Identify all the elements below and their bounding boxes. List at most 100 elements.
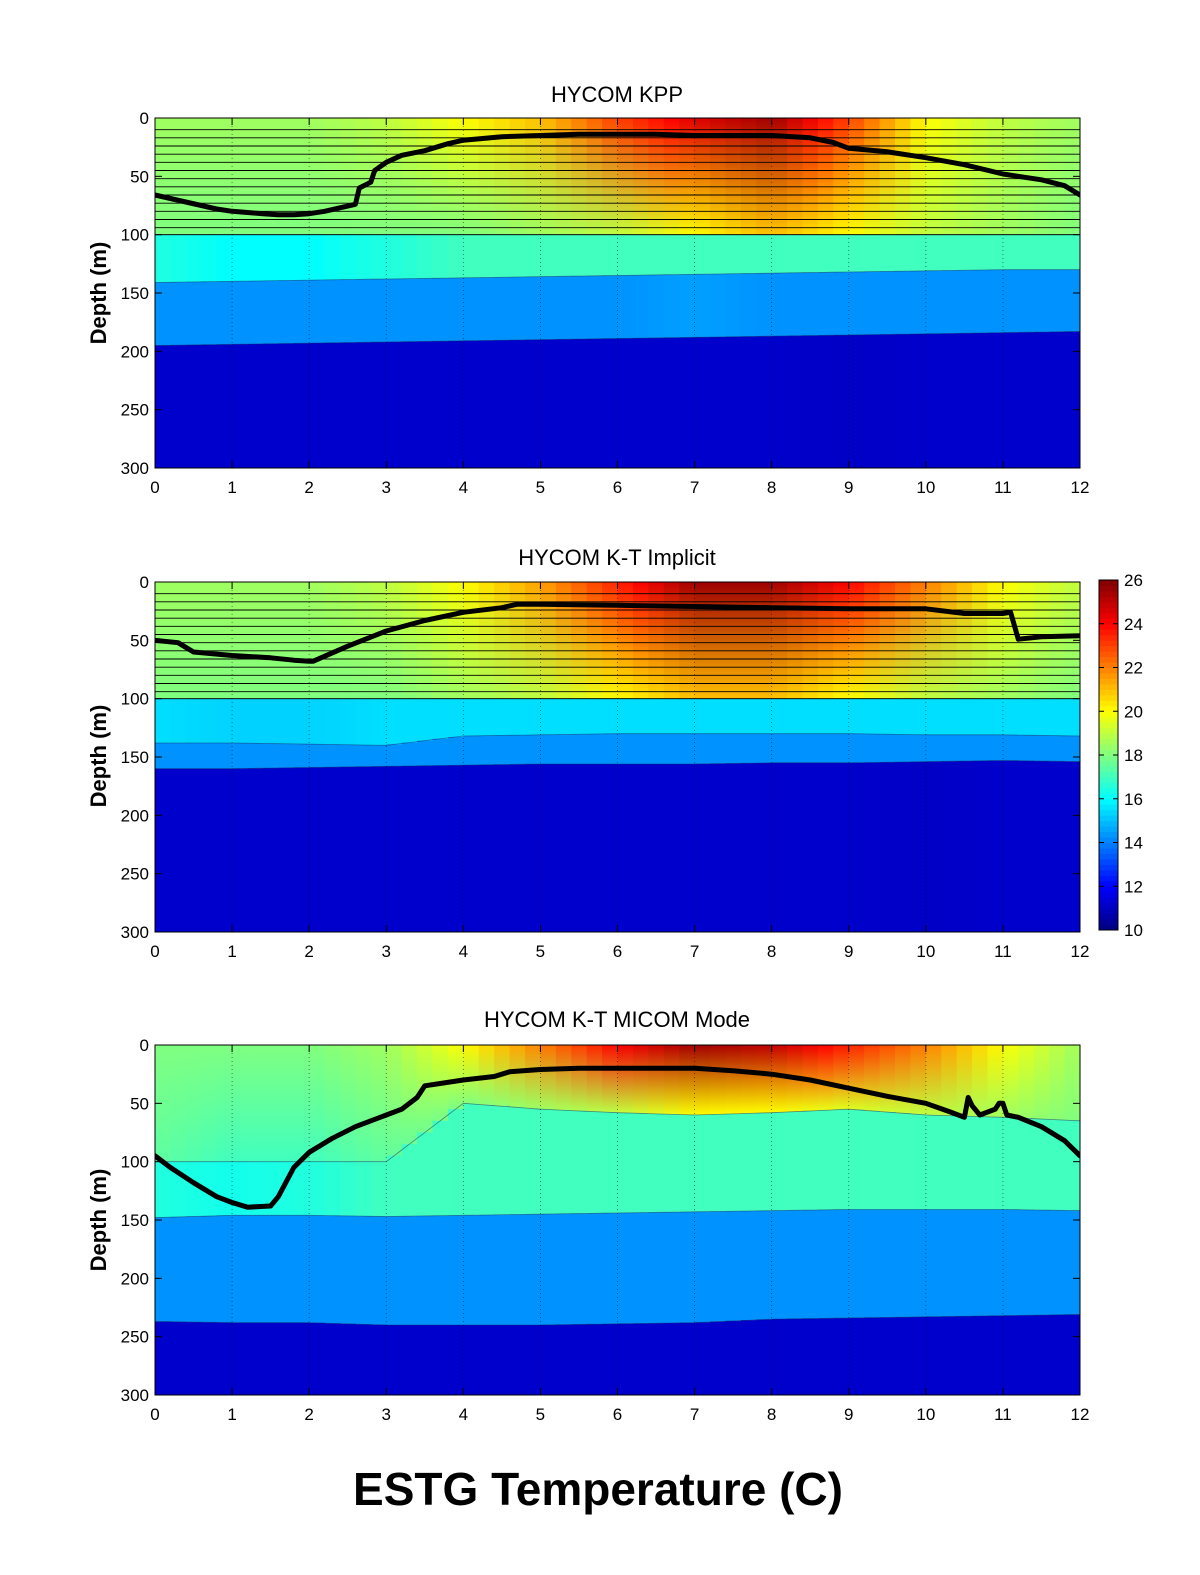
x-tick-label: 2 bbox=[304, 478, 313, 497]
colorbar-swatch bbox=[1099, 908, 1118, 915]
x-tick-label: 8 bbox=[767, 478, 776, 497]
heatmap-cell bbox=[1033, 761, 1050, 932]
heatmap-cell bbox=[771, 1045, 788, 1113]
y-tick-label: 100 bbox=[121, 226, 149, 245]
heatmap-cell bbox=[293, 582, 310, 700]
heatmap-cell bbox=[494, 118, 511, 236]
heatmap-cell bbox=[417, 698, 434, 742]
heatmap-cell bbox=[710, 1321, 727, 1395]
heatmap-cell bbox=[787, 1318, 804, 1395]
heatmap-cell bbox=[340, 342, 357, 468]
heatmap-cell bbox=[262, 343, 279, 468]
heatmap-cell bbox=[432, 582, 449, 700]
heatmap-cell bbox=[617, 275, 634, 339]
layer-boundary bbox=[155, 760, 1080, 770]
heatmap-cell bbox=[725, 273, 742, 338]
colorbar-swatch bbox=[1099, 662, 1118, 668]
heatmap-cell bbox=[833, 762, 850, 932]
heatmap-cell bbox=[262, 1322, 279, 1395]
heatmap-cell bbox=[509, 118, 526, 236]
heatmap-cell bbox=[725, 733, 742, 765]
y-tick-label: 300 bbox=[121, 923, 149, 942]
heatmap-cell bbox=[864, 334, 881, 468]
colorbar-swatch bbox=[1099, 826, 1118, 833]
heatmap-cell bbox=[571, 339, 588, 468]
heatmap-cell bbox=[293, 744, 310, 769]
heatmap-cell bbox=[1064, 761, 1080, 932]
heatmap-cell bbox=[925, 1045, 942, 1116]
heatmap-cell bbox=[324, 744, 341, 768]
heatmap-cell bbox=[478, 118, 495, 236]
y-tick-label: 0 bbox=[140, 573, 149, 592]
heatmap-cell bbox=[540, 1109, 557, 1215]
colorbar-swatch bbox=[1099, 809, 1118, 816]
heatmap-cell bbox=[602, 234, 619, 277]
x-tick-label: 10 bbox=[916, 1405, 935, 1424]
heatmap-cell bbox=[540, 234, 557, 278]
heatmap-cell bbox=[401, 118, 418, 236]
heatmap-cell bbox=[1002, 1117, 1019, 1211]
heatmap-cell bbox=[710, 234, 727, 275]
heatmap-cell bbox=[586, 734, 603, 765]
heatmap-cell bbox=[895, 734, 912, 763]
heatmap-cell bbox=[910, 333, 927, 468]
heatmap-cell bbox=[648, 1045, 665, 1115]
mixed-layer-depth-line bbox=[155, 1065, 1080, 1210]
heatmap-cell bbox=[555, 276, 572, 340]
heatmap-cell bbox=[817, 234, 834, 273]
heatmap-cell bbox=[1049, 331, 1066, 468]
heatmap-cell bbox=[417, 765, 434, 932]
heatmap-cell bbox=[447, 1045, 464, 1110]
heatmap-cell bbox=[201, 768, 218, 932]
heatmap-cell bbox=[447, 340, 464, 468]
heatmap-cell bbox=[864, 1317, 881, 1395]
heatmap-cell bbox=[1018, 1045, 1035, 1119]
heatmap-cell bbox=[386, 582, 403, 700]
heatmap-cell bbox=[941, 1209, 958, 1318]
heatmap-cell bbox=[370, 745, 387, 768]
heatmap-cell bbox=[370, 234, 387, 280]
heatmap-cell bbox=[694, 1211, 711, 1323]
heatmap-cell bbox=[232, 582, 249, 700]
colorbar-swatch bbox=[1099, 749, 1118, 756]
heatmap-cell bbox=[895, 582, 912, 700]
heatmap-cell bbox=[478, 1325, 495, 1395]
heatmap-cell bbox=[525, 582, 542, 700]
heatmap-cell bbox=[293, 1322, 310, 1395]
colorbar-swatch bbox=[1099, 897, 1118, 904]
heatmap-cell bbox=[756, 762, 773, 932]
heatmap-cell bbox=[432, 1325, 449, 1395]
heatmap-cell bbox=[355, 1161, 372, 1217]
colorbar-swatch bbox=[1099, 612, 1118, 619]
heatmap-cell bbox=[216, 1322, 233, 1395]
heatmap-cell bbox=[725, 118, 742, 236]
heatmap-cell bbox=[848, 762, 865, 932]
colorbar: 10 12 14 16 18 20 22 24 26 bbox=[1098, 571, 1143, 940]
heatmap-cell bbox=[494, 735, 511, 766]
heatmap-cell bbox=[910, 118, 927, 236]
heatmap-cell bbox=[1033, 269, 1050, 333]
heatmap-cell bbox=[447, 582, 464, 700]
x-tick-label: 0 bbox=[150, 942, 159, 961]
heatmap-cell bbox=[663, 1114, 680, 1213]
heatmap-cell bbox=[216, 281, 233, 346]
heatmap-cell bbox=[710, 763, 727, 932]
heatmap-cell bbox=[185, 698, 202, 744]
heatmap-cell bbox=[987, 1045, 1004, 1118]
colorbar-swatch bbox=[1099, 618, 1118, 625]
heatmap-cell bbox=[925, 761, 942, 932]
heatmap-cell bbox=[309, 280, 326, 344]
heatmap-cell bbox=[463, 1103, 480, 1216]
heatmap-cell bbox=[293, 1215, 310, 1324]
colorbar-swatch bbox=[1099, 689, 1118, 696]
mixed-layer-depth-line bbox=[155, 601, 1080, 664]
heatmap-cell bbox=[740, 1211, 757, 1321]
heatmap-cell bbox=[740, 1320, 757, 1395]
y-tick-label: 250 bbox=[121, 865, 149, 884]
heatmap-cell bbox=[710, 1114, 727, 1213]
heatmap-cell bbox=[340, 279, 357, 344]
heatmap-cell bbox=[1049, 1119, 1066, 1211]
heatmap-cell bbox=[925, 582, 942, 700]
